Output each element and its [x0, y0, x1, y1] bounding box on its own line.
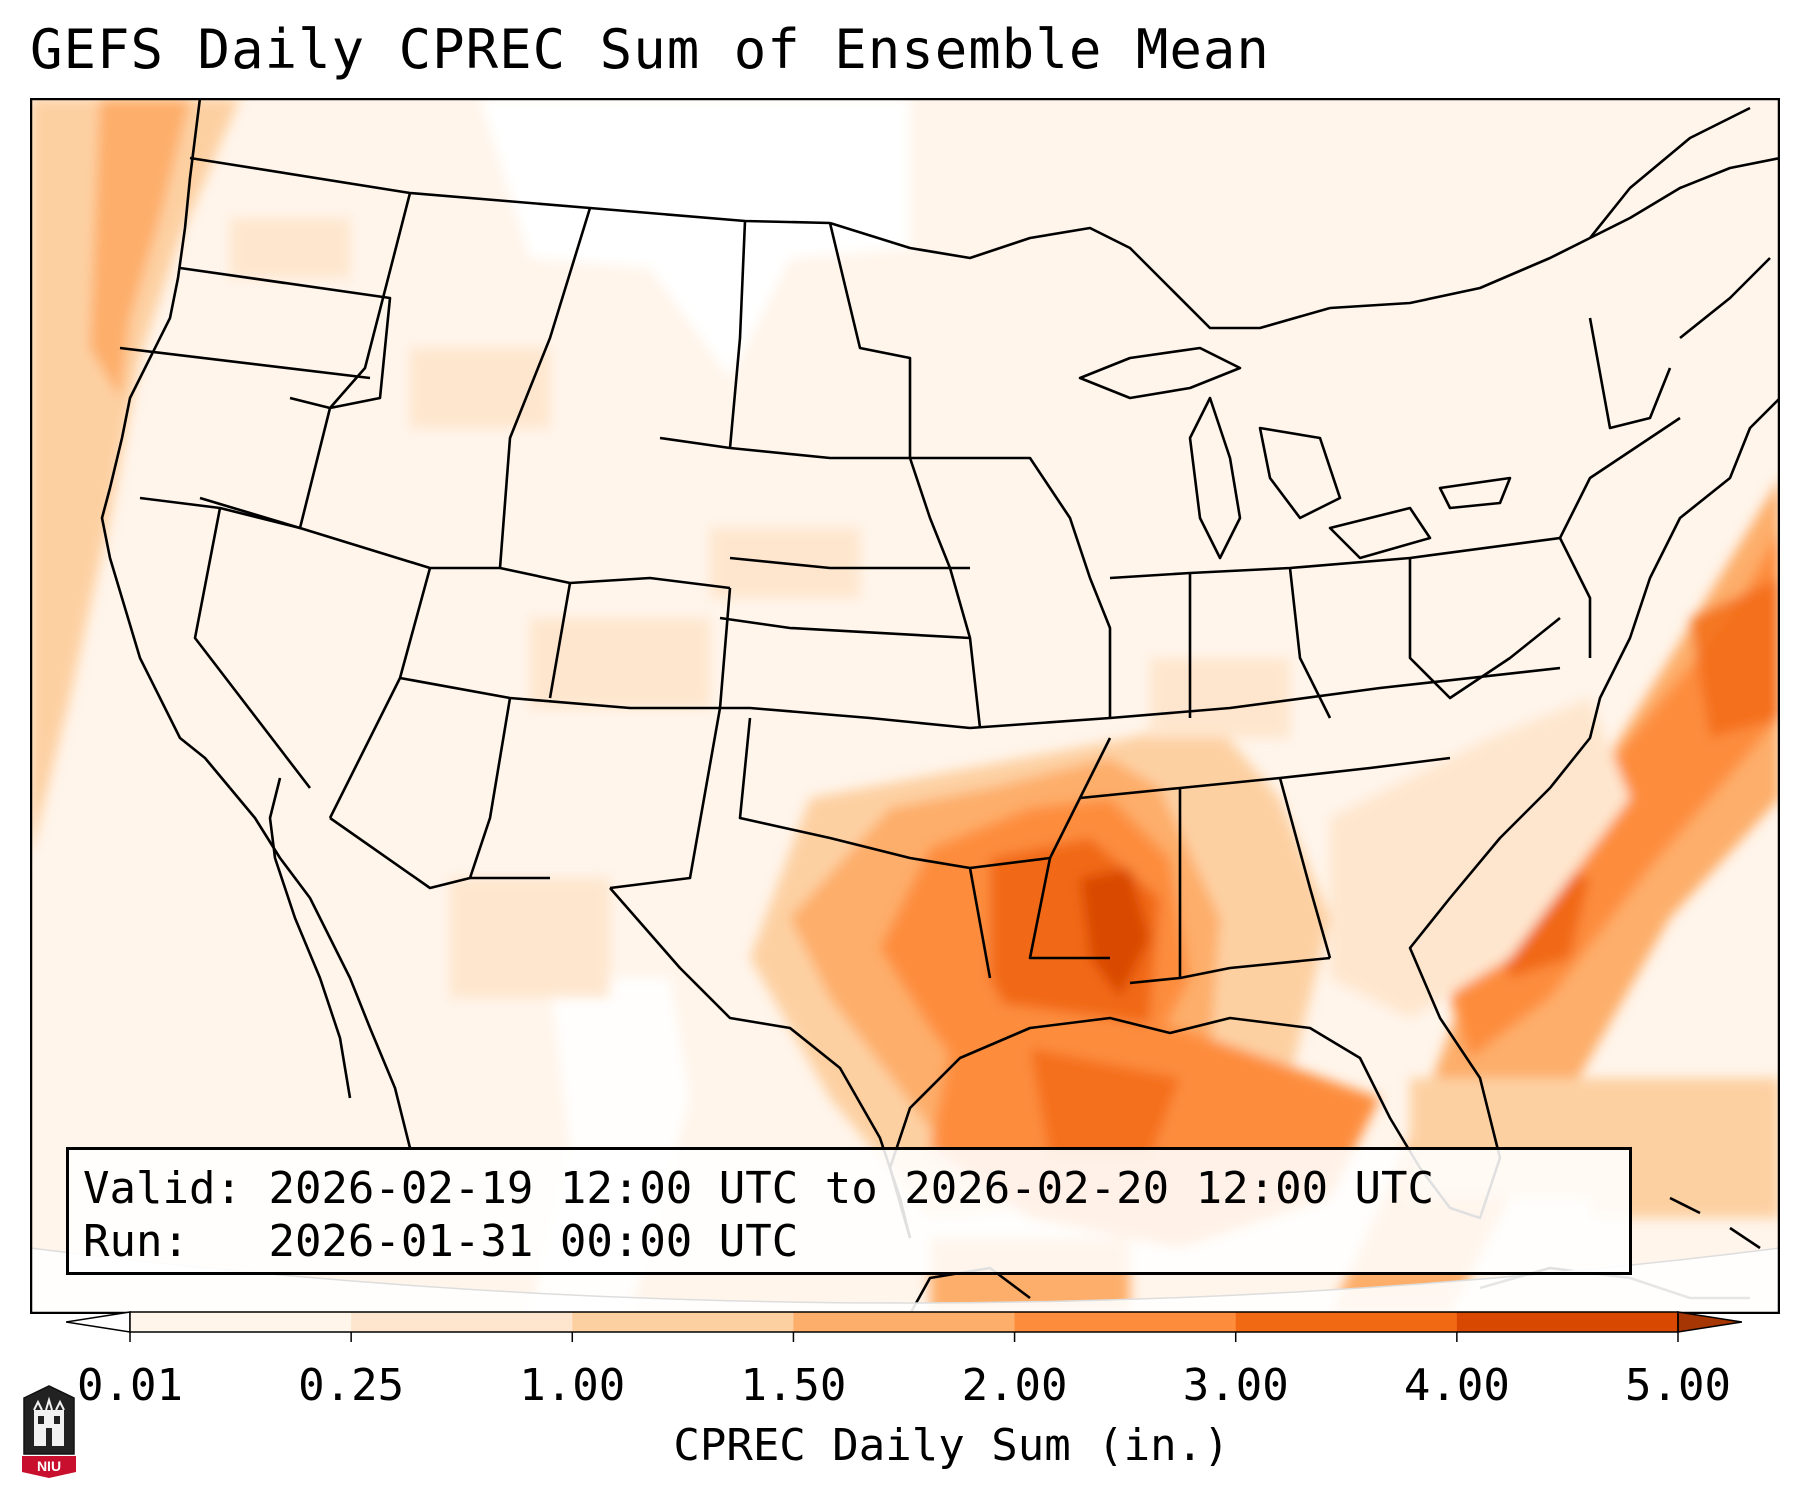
state-line	[969, 666, 1561, 730]
state-line	[179, 266, 392, 410]
state-line	[1109, 556, 1411, 580]
colorbar-label: CPREC Daily Sum (in.)	[673, 1420, 1230, 1471]
state-line	[1129, 956, 1331, 985]
colorbar-tick-label: 0.01	[77, 1360, 183, 1411]
state-line	[969, 737, 1112, 870]
state-line	[828, 222, 912, 458]
colorbar-tick-label: 1.50	[740, 1360, 847, 1411]
map-title: GEFS Daily CPREC Sum of Ensemble Mean	[30, 18, 1270, 81]
colorbar-under-arrow	[66, 1311, 131, 1333]
state-line	[468, 697, 550, 880]
run-value: 2026-01-31 00:00 UTC	[268, 1216, 799, 1267]
state-line	[498, 207, 592, 569]
state-line	[910, 456, 1112, 718]
st-lawrence	[1588, 106, 1751, 239]
valid-value: 2026-02-19 12:00 UTC to 2026-02-20 12:00…	[268, 1163, 1435, 1214]
bahamas	[1669, 1196, 1761, 1250]
colorbar-segment	[1456, 1312, 1679, 1332]
state-line	[1558, 416, 1681, 539]
lake-ontario	[1438, 476, 1512, 510]
projection-edge-line	[30, 1247, 1780, 1304]
valid-label: Valid:	[83, 1163, 242, 1214]
baja-peninsula	[268, 777, 352, 1099]
colorbar-frame	[129, 1311, 1679, 1333]
colorbar-segment	[130, 1312, 352, 1332]
mexico-pacific-coast	[229, 787, 412, 1149]
state-line	[1409, 536, 1592, 658]
state-line	[609, 587, 732, 890]
colorbar	[66, 1311, 1742, 1342]
state-line	[119, 346, 371, 380]
state-line	[1408, 558, 1561, 700]
state-line	[719, 616, 971, 640]
lake-erie	[1328, 506, 1432, 560]
colorbar-segment	[351, 1312, 573, 1332]
lake-huron	[1258, 426, 1342, 520]
state-line	[399, 676, 971, 730]
colorbar-segment	[1014, 1312, 1237, 1332]
state-line	[728, 220, 747, 449]
colorbar-over-arrow	[1677, 1311, 1742, 1333]
colorbar-segment	[793, 1312, 1016, 1332]
run-info-box: Valid: 2026-02-19 12:00 UTC to 2026-02-2…	[66, 1147, 1632, 1275]
lake-superior	[1078, 346, 1242, 400]
colorbar-tick-label: 2.00	[961, 1360, 1068, 1411]
colorbar-tick-label: 4.00	[1403, 1360, 1510, 1411]
niu-logo: NIU	[22, 1385, 76, 1478]
lake-michigan	[1188, 396, 1242, 560]
state-line	[738, 717, 992, 979]
state-line	[199, 192, 412, 530]
colorbar-tick-label: 0.25	[298, 1360, 405, 1411]
us-west-coast	[100, 98, 231, 789]
state-line	[1028, 857, 1110, 960]
map-svg	[30, 98, 1780, 1314]
state-line	[659, 436, 731, 450]
run-label: Run:	[83, 1216, 189, 1267]
projection-edge	[30, 1248, 1780, 1314]
state-line	[329, 816, 471, 890]
colorbar-tick-label: 1.00	[519, 1360, 626, 1411]
state-line	[548, 582, 572, 699]
colorbar-segment	[1235, 1312, 1458, 1332]
state-line	[729, 556, 970, 570]
colorbar-tick-label: 3.00	[1182, 1360, 1289, 1411]
logo-text: NIU	[37, 1458, 61, 1474]
run-line: Run: 2026-01-31 00:00 UTC	[83, 1215, 1615, 1268]
precipitation-map	[30, 98, 1780, 1314]
state-line	[1288, 567, 1332, 719]
canada-border-great-lakes	[829, 221, 1331, 330]
state-line	[139, 496, 312, 789]
state-line	[1588, 317, 1672, 430]
colorbar-tick-label: 5.00	[1625, 1360, 1731, 1411]
colorbar-segment	[572, 1312, 794, 1332]
valid-line: Valid: 2026-02-19 12:00 UTC to 2026-02-2…	[83, 1162, 1615, 1215]
maritimes	[1679, 257, 1771, 340]
state-line	[1278, 777, 1332, 959]
